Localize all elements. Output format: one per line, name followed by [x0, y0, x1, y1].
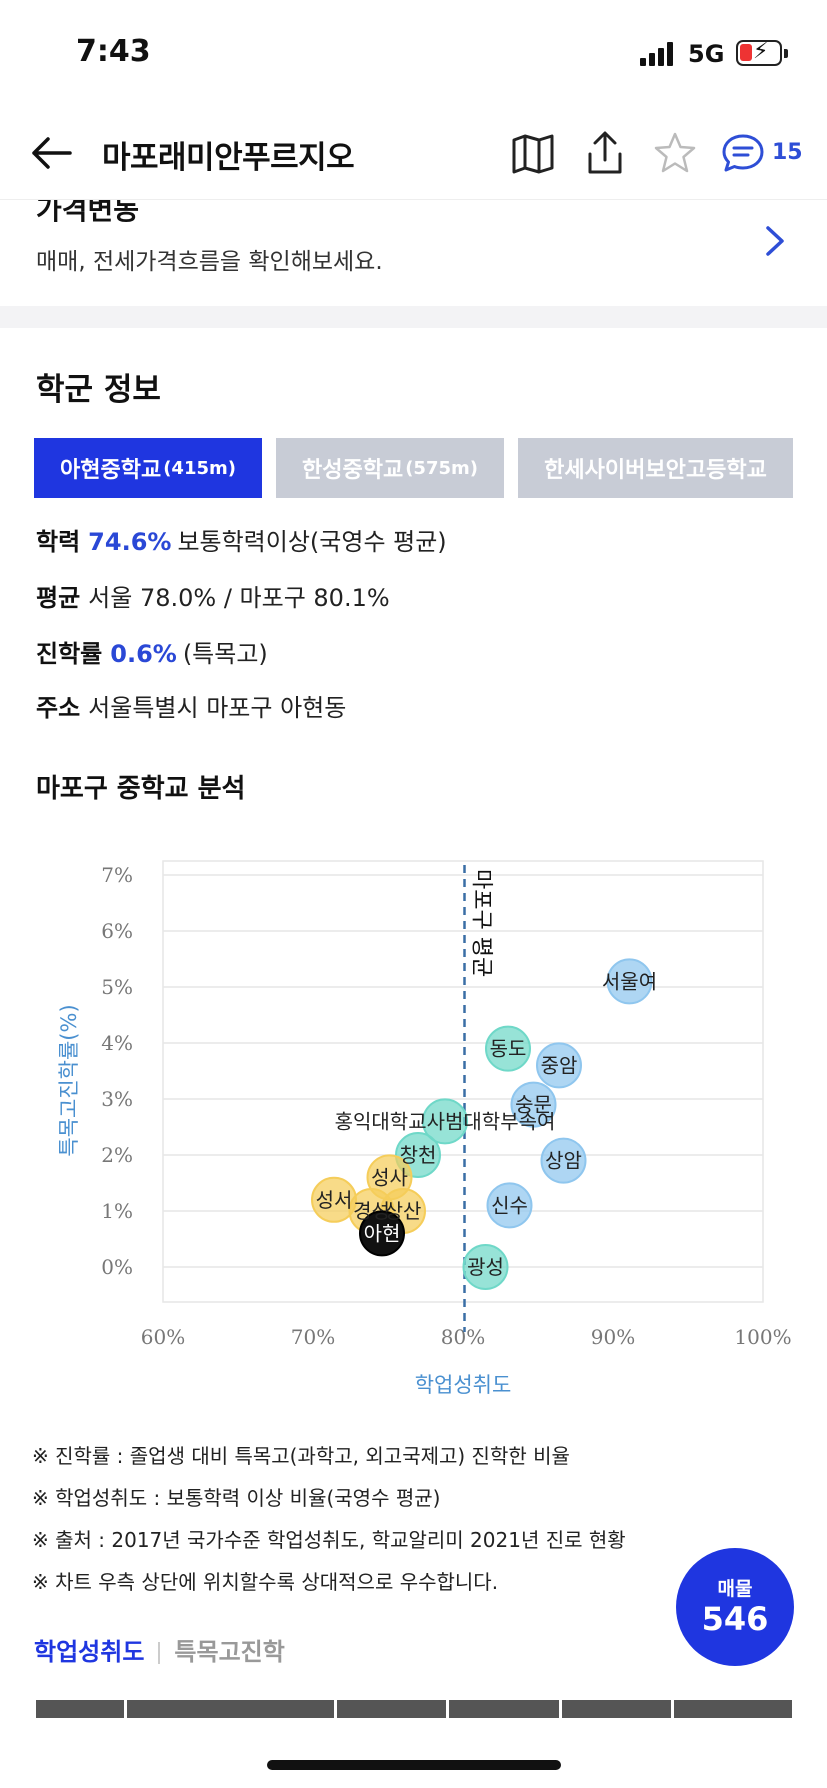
- y-tick-label: 4%: [101, 1031, 133, 1055]
- star-icon[interactable]: [650, 128, 700, 178]
- data-point: [485, 1025, 531, 1072]
- info-key: 학력: [36, 528, 81, 556]
- info-ability: 학력 74.6% 보통학력이상(국영수 평균): [36, 522, 447, 557]
- note-line: ※ 학업성취도 : 보통학력 이상 비율(국영수 평균): [32, 1486, 441, 1510]
- chat-count: 15: [772, 140, 803, 165]
- listings-label: 매물: [717, 1578, 753, 1600]
- tab-label: 아현중학교: [60, 458, 162, 483]
- data-label: 숭문: [515, 1093, 552, 1117]
- table-header-bar: [36, 1700, 793, 1718]
- x-axis-label: 학업성취도: [415, 1373, 512, 1397]
- info-advance: 진학률 0.6% (특목고): [36, 634, 268, 669]
- data-label: 홍익대학교사범대학부속여: [335, 1109, 556, 1133]
- back-arrow-icon[interactable]: [28, 128, 78, 178]
- plot-border: [162, 860, 764, 1303]
- data-point: [422, 1098, 468, 1145]
- data-point: [540, 1137, 587, 1184]
- data-point: [510, 1081, 557, 1128]
- info-key: 평균: [36, 584, 81, 612]
- y-tick-label: 5%: [101, 975, 133, 999]
- price-change-description: 매매, 전세가격흐름을 확인해보세요.: [36, 249, 383, 275]
- school-section-title: 학군 정보: [36, 372, 161, 408]
- data-point: [359, 1210, 405, 1257]
- data-point: [486, 1182, 533, 1229]
- section-divider: [0, 306, 827, 328]
- data-label: 경성: [353, 1199, 390, 1223]
- y-tick-label: 7%: [101, 863, 133, 887]
- status-bar: 7:43 5G ⚡: [0, 0, 827, 100]
- data-point: [462, 1244, 509, 1290]
- tab-divider: [158, 1642, 161, 1664]
- y-tick-label: 0%: [101, 1255, 133, 1279]
- info-average: 평균 서울 78.0% / 마포구 80.1%: [36, 578, 390, 613]
- data-point: [606, 958, 653, 1005]
- y-tick-label: 2%: [101, 1143, 133, 1167]
- info-key: 주소: [36, 694, 81, 722]
- price-change-title: 가격변동: [36, 200, 140, 226]
- share-icon[interactable]: [580, 128, 630, 178]
- tab-school-1[interactable]: 아현중학교 (415m): [34, 438, 262, 498]
- home-indicator: [267, 1760, 561, 1770]
- reference-line-label: 마포구 평균: [469, 869, 494, 977]
- y-tick-label: 6%: [101, 919, 133, 943]
- data-label: 상암: [545, 1149, 582, 1173]
- y-axis-label: 특목고진학률(%): [57, 1004, 81, 1156]
- data-label: 중암: [541, 1053, 578, 1077]
- network-type: 5G: [688, 40, 725, 68]
- data-label: 성서: [316, 1188, 353, 1212]
- app-header: 마포래미안푸르지오 15: [0, 110, 827, 200]
- chat-icon[interactable]: [718, 128, 768, 178]
- tab-distance: (415m): [163, 457, 236, 479]
- data-label: 동도: [490, 1037, 527, 1061]
- chart-mode-tabs: 학업성취도 특목고진학: [34, 1632, 285, 1667]
- tab-school-3[interactable]: 한세사이버보안고등학교: [518, 438, 793, 498]
- cell-signal-icon: [640, 42, 676, 66]
- listings-count: 546: [701, 1600, 769, 1638]
- x-tick-label: 60%: [141, 1325, 185, 1349]
- price-change-card[interactable]: 가격변동 매매, 전세가격흐름을 확인해보세요.: [0, 200, 827, 306]
- data-label: 신수: [491, 1193, 528, 1217]
- tab-school-2[interactable]: 한성중학교 (575m): [276, 438, 504, 498]
- data-label: 성사: [371, 1165, 408, 1189]
- data-label: 광성: [467, 1255, 504, 1279]
- info-address: 주소 서울특별시 마포구 아현동: [36, 688, 346, 723]
- y-tick-label: 3%: [101, 1087, 133, 1111]
- info-text: (특목고): [182, 640, 268, 668]
- data-label: 아현: [364, 1221, 401, 1245]
- info-text: 보통학력이상(국영수 평균): [177, 528, 447, 556]
- tab-label: 한세사이버보안고등학교: [544, 458, 767, 483]
- x-tick-label: 100%: [734, 1325, 791, 1349]
- analysis-title: 마포구 중학교 분석: [36, 774, 246, 804]
- tab-label: 한성중학교: [302, 458, 404, 483]
- note-line: ※ 출처 : 2017년 국가수준 학업성취도, 학교알리미 2021년 진로 …: [32, 1528, 626, 1552]
- listings-button[interactable]: 매물 546: [676, 1548, 794, 1666]
- data-label: 창천: [400, 1143, 437, 1167]
- x-tick-label: 70%: [291, 1325, 335, 1349]
- info-text: 서울 78.0% / 마포구 80.1%: [88, 584, 390, 612]
- note-line: ※ 진학률 : 졸업생 대비 특목고(과학고, 외고국제고) 진학한 비율: [32, 1444, 570, 1468]
- data-label: 상산: [385, 1199, 422, 1223]
- data-label: 서울여: [602, 969, 657, 993]
- page-title: 마포래미안푸르지오: [102, 140, 355, 176]
- info-text: 서울특별시 마포구 아현동: [88, 694, 347, 722]
- y-tick-label: 1%: [101, 1199, 133, 1223]
- info-highlight: 74.6%: [88, 528, 172, 556]
- status-time: 7:43: [76, 34, 151, 69]
- info-key: 진학률: [36, 640, 103, 668]
- info-highlight: 0.6%: [110, 640, 177, 668]
- x-tick-label: 80%: [441, 1325, 485, 1349]
- tab-distance: (575m): [405, 457, 478, 479]
- chevron-right-icon[interactable]: [760, 216, 790, 266]
- scatter-chart: 0% 1% 2% 3% 4% 5% 6% 7% 60% 70% 80% 90% 100% 학업성취도 특목고…: [57, 860, 792, 1397]
- data-point: [536, 1042, 582, 1089]
- note-line: ※ 차트 우측 상단에 위치할수록 상대적으로 우수합니다.: [32, 1570, 499, 1594]
- battery-icon: ⚡: [736, 39, 788, 66]
- tab-special-school[interactable]: 특목고진학: [174, 1638, 285, 1666]
- x-tick-label: 90%: [591, 1325, 635, 1349]
- tab-achievement[interactable]: 학업성취도: [34, 1638, 145, 1666]
- map-icon[interactable]: [508, 128, 558, 178]
